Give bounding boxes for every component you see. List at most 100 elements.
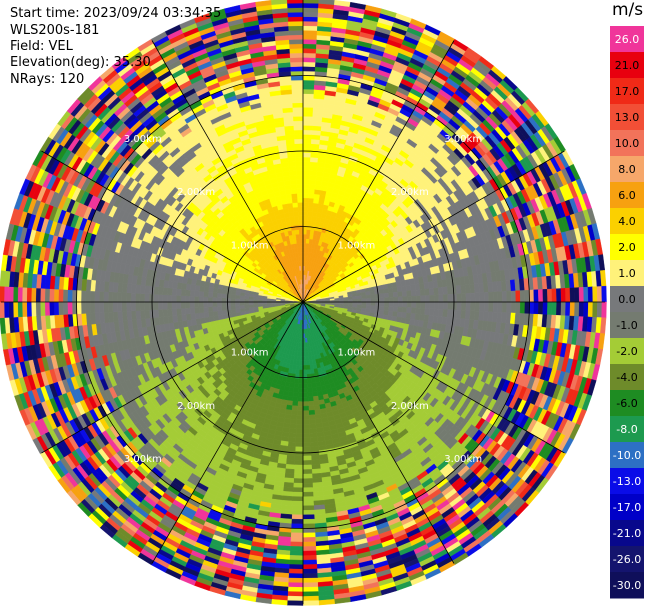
range-gate (307, 396, 314, 402)
range-gate (302, 111, 314, 117)
range-gate (452, 301, 458, 311)
range-gate (309, 166, 318, 172)
range-gate (309, 432, 318, 438)
range-gate (302, 591, 319, 597)
range-gate (551, 301, 557, 316)
range-gate (302, 469, 313, 475)
range-gate (302, 351, 307, 357)
range-gate (470, 292, 476, 303)
range-gate (306, 369, 311, 375)
range-gate (375, 301, 381, 307)
range-gate (291, 514, 304, 520)
range-gate (298, 383, 304, 389)
range-gate (302, 441, 311, 448)
range-gate (510, 290, 517, 303)
range-gate (289, 418, 298, 425)
range-gate (308, 418, 317, 425)
range-gate (374, 289, 380, 295)
range-gate (307, 211, 313, 217)
range-gate (479, 301, 485, 312)
range-gate (302, 215, 308, 221)
range-gate (379, 305, 385, 311)
range-gate (410, 289, 417, 297)
range-gate (302, 39, 318, 45)
range-gate (302, 174, 310, 181)
range-gate (424, 308, 430, 316)
range-gate (307, 387, 313, 393)
range-gate (429, 301, 435, 310)
range-gate (292, 496, 304, 502)
range-gate (366, 301, 372, 306)
range-gate (302, 460, 312, 466)
range-gate (501, 291, 508, 303)
range-gate (302, 396, 309, 402)
range-gate (547, 301, 553, 316)
range-gate (302, 536, 316, 543)
range-gate (291, 405, 298, 411)
range-gate (291, 518, 304, 525)
range-gate (379, 293, 385, 299)
range-gate (474, 301, 480, 312)
range-gate (287, 582, 304, 588)
range-gate (298, 387, 304, 393)
range-gate (356, 295, 363, 300)
range-gate (402, 301, 408, 308)
range-gate (370, 297, 376, 303)
range-gate (411, 295, 417, 303)
range-gate (309, 368, 315, 375)
range-gate (292, 487, 304, 493)
range-gate (560, 301, 566, 317)
range-gate (556, 288, 562, 303)
range-gate (309, 427, 317, 434)
range-gate (357, 298, 363, 303)
range-gate (302, 61, 316, 68)
range-gate (455, 309, 462, 319)
range-gate (528, 301, 535, 315)
range-gate (302, 378, 308, 384)
range-gate (310, 377, 317, 384)
range-gate (302, 125, 313, 131)
range-gate (309, 175, 317, 181)
range-gate (592, 286, 598, 303)
range-gate (392, 311, 398, 318)
range-gate (302, 428, 311, 434)
range-gate (361, 298, 367, 303)
range-gate (302, 238, 307, 244)
range-gate (488, 301, 494, 313)
range-gate (294, 373, 300, 380)
range-gate (308, 409, 316, 416)
range-gate (361, 301, 367, 306)
range-gate (492, 291, 499, 303)
range-gate (292, 491, 304, 498)
range-gate (302, 505, 315, 511)
range-gate (286, 450, 296, 457)
range-gate (437, 308, 444, 317)
range-gate (433, 287, 439, 296)
range-gate (596, 301, 603, 318)
range-gate (428, 308, 435, 316)
range-gate (302, 34, 318, 40)
range-gate (302, 138, 312, 144)
range-gate (456, 301, 462, 311)
range-gate (308, 184, 316, 190)
range-gate (287, 586, 304, 593)
range-gate (310, 147, 320, 154)
range-gate (302, 116, 313, 122)
range-gate (288, 577, 304, 584)
range-gate (424, 295, 431, 303)
range-gate (308, 414, 316, 420)
range-gate (302, 423, 310, 430)
range-gate (587, 286, 594, 303)
range-gate (310, 156, 319, 163)
range-gate (312, 207, 319, 213)
range-gate (492, 301, 499, 313)
range-gate (302, 147, 312, 153)
range-gate (298, 378, 304, 384)
range-gate (302, 487, 314, 493)
range-gate (424, 288, 430, 296)
range-gate (295, 432, 304, 439)
range-gate (483, 292, 489, 303)
range-gate (302, 143, 312, 149)
range-gate (296, 423, 304, 430)
range-gate (302, 573, 318, 579)
